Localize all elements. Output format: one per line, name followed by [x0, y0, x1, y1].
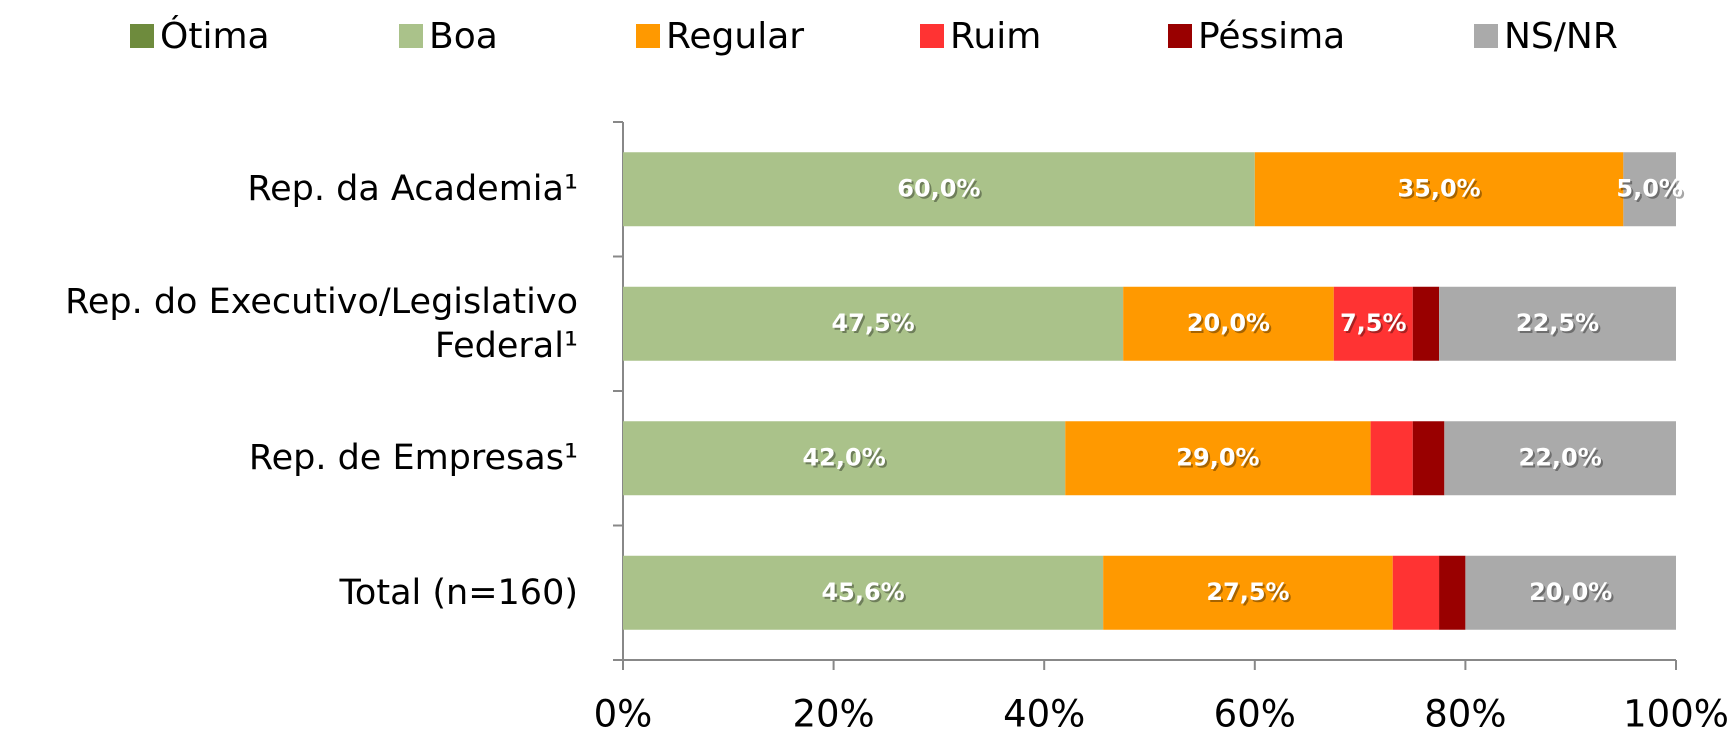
- legend-swatch: [399, 24, 423, 48]
- legend-swatch: [130, 24, 154, 48]
- value-label: 45,6%: [821, 578, 904, 606]
- bar-segment: [623, 152, 1255, 227]
- bar-segment: [1103, 555, 1393, 630]
- x-tick-label: 80%: [1424, 693, 1506, 735]
- bar-segment: [1392, 555, 1440, 630]
- value-label-shadow: 29,0%: [1178, 445, 1261, 473]
- legend-label: Péssima: [1198, 16, 1345, 57]
- legend-label: Boa: [429, 16, 498, 57]
- value-label-shadow: 5,0%: [1618, 176, 1685, 204]
- value-label-shadow: 22,0%: [1521, 445, 1604, 473]
- legend-label: NS/NR: [1504, 16, 1618, 57]
- legend-swatch: [636, 24, 660, 48]
- bar-segment: [1333, 286, 1413, 361]
- bar-segment: [1412, 421, 1445, 496]
- value-label: 22,0%: [1519, 443, 1602, 471]
- legend-label: Ótima: [160, 15, 270, 57]
- bar-segment: [1254, 152, 1624, 227]
- value-label: 5,0%: [1616, 174, 1683, 202]
- bar-segment: [1439, 555, 1466, 630]
- bar-segment: [623, 286, 1124, 361]
- bar-segment: [1370, 421, 1413, 496]
- value-label-shadow: 27,5%: [1208, 580, 1291, 608]
- category-label: Rep. da Academia¹: [247, 169, 578, 210]
- value-label-shadow: 45,6%: [823, 580, 906, 608]
- legend-label: Ruim: [950, 16, 1041, 57]
- legend-swatch: [1168, 24, 1192, 48]
- legend-label: Regular: [666, 16, 804, 57]
- value-label-shadow: 60,0%: [899, 176, 982, 204]
- bar-segment: [1465, 555, 1676, 630]
- value-label: 20,0%: [1529, 578, 1612, 606]
- x-tick-label: 60%: [1214, 693, 1296, 735]
- x-tick-label: 20%: [792, 693, 874, 735]
- bar-segment: [1412, 286, 1440, 361]
- x-tick-label: 40%: [1003, 693, 1085, 735]
- value-label-shadow: 22,5%: [1518, 311, 1601, 339]
- bar-segment: [1439, 286, 1676, 361]
- legend-swatch: [1474, 24, 1498, 48]
- value-label: 22,5%: [1516, 309, 1599, 337]
- value-label-shadow: 47,5%: [833, 311, 916, 339]
- value-label: 47,5%: [831, 309, 914, 337]
- value-label-shadow: 35,0%: [1399, 176, 1482, 204]
- value-label: 20,0%: [1187, 309, 1270, 337]
- value-label-shadow: 20,0%: [1531, 580, 1614, 608]
- category-label: Total (n=160): [339, 572, 579, 613]
- bar-segment: [1123, 286, 1334, 361]
- bar-segment: [1065, 421, 1371, 496]
- bar-segment: [623, 555, 1104, 630]
- value-label: 27,5%: [1206, 578, 1289, 606]
- category-label: Rep. de Empresas¹: [248, 438, 578, 479]
- bar-segment: [1444, 421, 1676, 496]
- value-label: 29,0%: [1176, 443, 1259, 471]
- value-label-shadow: 20,0%: [1189, 311, 1272, 339]
- category-label: Rep. do Executivo/Legislativo Federal¹: [65, 281, 578, 366]
- x-tick-label: 100%: [1623, 693, 1728, 735]
- bar-segment: [1623, 152, 1676, 227]
- value-label-shadow: 42,0%: [804, 445, 887, 473]
- value-label: 42,0%: [802, 443, 885, 471]
- legend-swatch: [920, 24, 944, 48]
- x-tick-label: 0%: [594, 693, 653, 735]
- value-label-shadow: 7,5%: [1342, 311, 1409, 339]
- value-label: 7,5%: [1340, 309, 1407, 337]
- value-label: 60,0%: [897, 174, 980, 202]
- bar-segment: [623, 421, 1066, 496]
- value-label: 35,0%: [1397, 174, 1480, 202]
